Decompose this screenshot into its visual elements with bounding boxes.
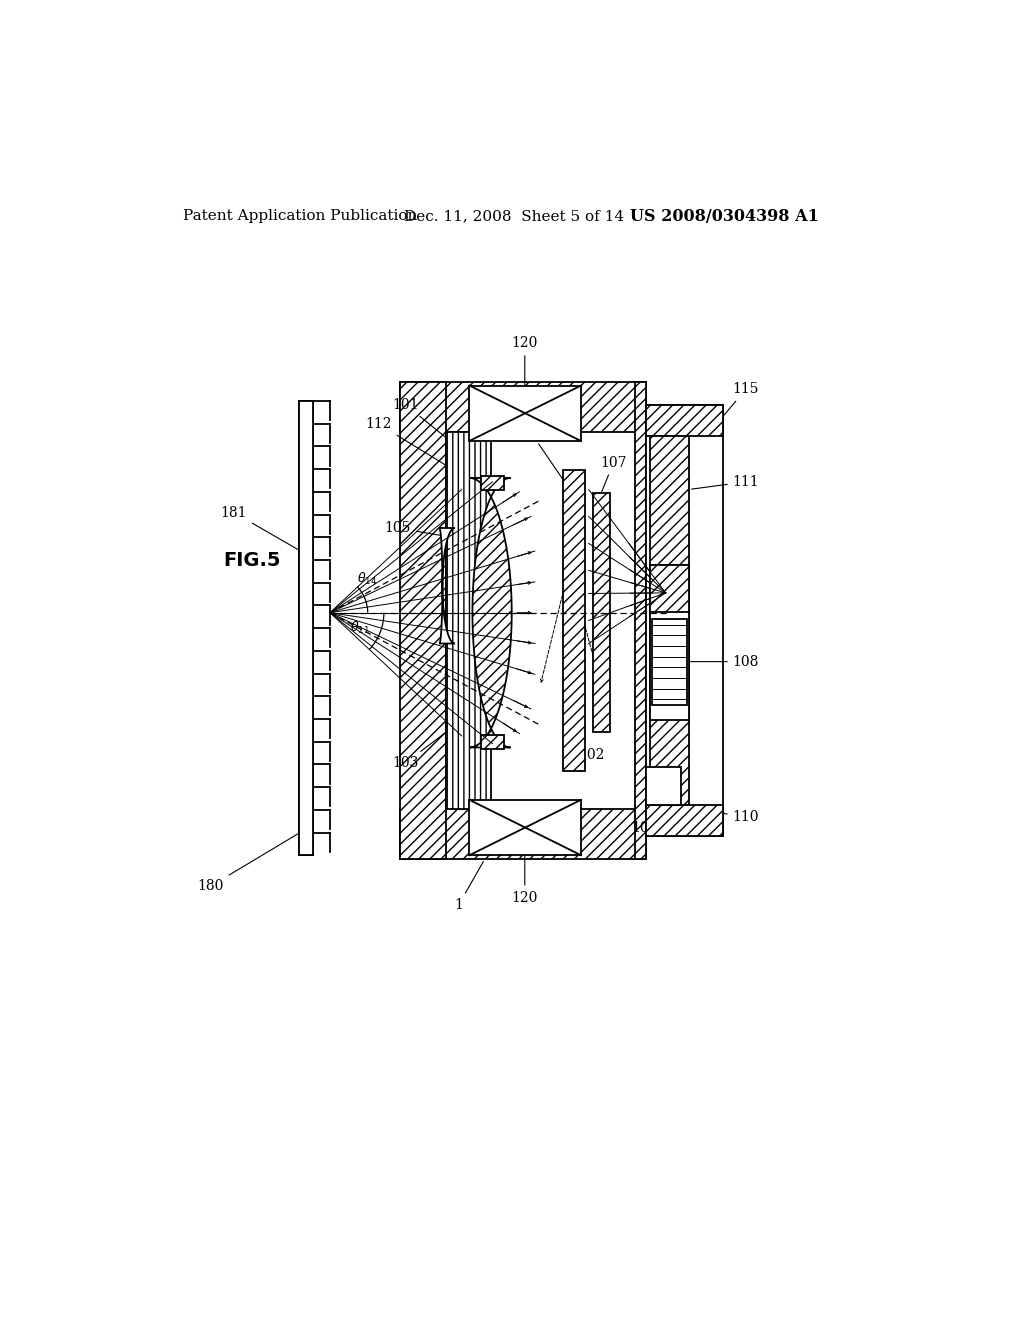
Polygon shape <box>469 478 512 747</box>
Bar <box>635 381 646 859</box>
Text: 106: 106 <box>631 812 657 836</box>
Text: Patent Application Publication: Patent Application Publication <box>183 209 418 223</box>
Text: 105: 105 <box>385 521 439 535</box>
Text: 120: 120 <box>512 337 538 411</box>
Bar <box>646 805 724 836</box>
Bar <box>446 432 635 809</box>
Text: 111: 111 <box>691 475 760 490</box>
Text: $\theta_{11}$: $\theta_{11}$ <box>350 619 371 636</box>
Bar <box>446 432 490 809</box>
Text: 120: 120 <box>512 830 538 904</box>
Text: $\theta_{14}$: $\theta_{14}$ <box>357 572 377 587</box>
Text: 181: 181 <box>220 506 298 549</box>
Text: 110: 110 <box>722 809 759 824</box>
Text: 112: 112 <box>366 417 445 465</box>
Text: 107: 107 <box>597 455 627 503</box>
Text: 108: 108 <box>690 655 759 669</box>
Bar <box>400 381 646 432</box>
Bar <box>593 494 609 733</box>
Text: 115: 115 <box>722 383 759 418</box>
Polygon shape <box>439 528 455 644</box>
Bar <box>481 477 504 490</box>
Bar <box>650 565 689 611</box>
Text: Dec. 11, 2008  Sheet 5 of 14: Dec. 11, 2008 Sheet 5 of 14 <box>403 209 624 223</box>
Text: 103: 103 <box>392 734 444 770</box>
Text: US 2008/0304398 A1: US 2008/0304398 A1 <box>630 207 818 224</box>
Text: 102: 102 <box>569 726 605 762</box>
Bar <box>299 401 313 855</box>
Text: 1: 1 <box>454 862 483 912</box>
Bar <box>646 405 724 836</box>
Bar <box>481 735 504 748</box>
Text: 180: 180 <box>198 833 298 894</box>
Bar <box>652 619 687 705</box>
Bar <box>646 405 724 436</box>
Text: 101: 101 <box>392 397 456 445</box>
Bar <box>469 385 581 441</box>
Bar <box>400 381 446 859</box>
Bar <box>469 800 581 855</box>
Bar <box>650 565 689 721</box>
Bar <box>400 809 646 859</box>
Text: FIG.5: FIG.5 <box>223 552 281 570</box>
Text: 104: 104 <box>517 425 565 483</box>
Bar <box>650 436 689 805</box>
Bar <box>563 470 585 771</box>
Bar <box>646 767 681 805</box>
